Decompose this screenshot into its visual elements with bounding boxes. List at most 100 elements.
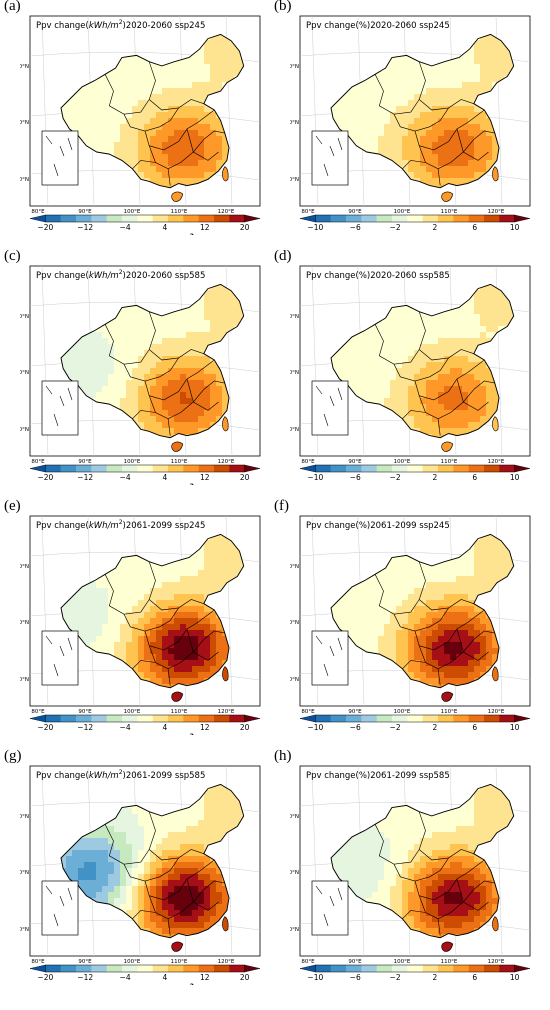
heat-cell bbox=[204, 422, 211, 429]
heat-cell bbox=[402, 148, 409, 155]
heat-cell bbox=[414, 70, 421, 77]
heat-cell bbox=[192, 52, 199, 59]
heat-cell bbox=[420, 118, 427, 125]
heat-cell bbox=[384, 82, 391, 89]
heat-cell bbox=[474, 70, 481, 77]
heat-cell bbox=[366, 362, 373, 369]
heat-cell bbox=[426, 392, 433, 399]
heat-cell bbox=[456, 82, 463, 89]
colorbar-segment bbox=[91, 215, 107, 222]
heat-cell bbox=[426, 106, 433, 113]
heat-cell bbox=[438, 386, 445, 393]
heat-cell bbox=[498, 52, 505, 59]
heat-cell bbox=[384, 112, 391, 119]
heat-cell bbox=[204, 374, 211, 381]
heat-cell bbox=[102, 398, 109, 405]
heat-cell bbox=[126, 70, 133, 77]
heat-cell bbox=[114, 118, 121, 125]
heat-cell bbox=[216, 40, 223, 47]
title-part: Ppv change(%)2020-2060 ssp245 bbox=[306, 21, 450, 31]
heat-cell bbox=[174, 380, 181, 387]
heat-cell bbox=[390, 326, 397, 333]
heat-cell bbox=[192, 380, 199, 387]
heat-cell bbox=[186, 386, 193, 393]
heat-cell bbox=[384, 392, 391, 399]
heat-cell bbox=[384, 136, 391, 143]
heat-cell bbox=[162, 88, 169, 95]
heat-cell bbox=[396, 392, 403, 399]
heat-cell bbox=[144, 374, 151, 381]
heat-cell bbox=[450, 320, 457, 327]
heat-cell bbox=[492, 386, 499, 393]
heat-cell bbox=[402, 154, 409, 161]
heat-cell bbox=[426, 94, 433, 101]
heat-cell bbox=[228, 290, 235, 297]
heat-cell bbox=[342, 100, 349, 107]
heat-cell bbox=[372, 326, 379, 333]
heat-cell bbox=[378, 356, 385, 363]
heat-cell bbox=[426, 154, 433, 161]
heat-cell bbox=[432, 184, 439, 188]
heat-cell bbox=[150, 136, 157, 143]
heat-cell bbox=[456, 178, 463, 185]
heat-cell bbox=[474, 368, 481, 375]
heat-cell bbox=[216, 64, 223, 71]
heat-cell bbox=[180, 88, 187, 95]
heat-cell bbox=[438, 118, 445, 125]
heat-cell bbox=[414, 148, 421, 155]
heat-cell bbox=[360, 88, 367, 95]
heat-cell bbox=[126, 368, 133, 375]
heat-cell bbox=[120, 64, 127, 71]
heat-cell bbox=[114, 326, 121, 333]
lon-tick-label: 80°E bbox=[31, 209, 45, 215]
heat-cell bbox=[354, 88, 361, 95]
heat-cell bbox=[462, 308, 469, 315]
heat-cell bbox=[72, 112, 79, 119]
lat-tick-label: 40°N bbox=[20, 64, 29, 70]
colorbar-segment bbox=[407, 215, 423, 222]
heat-cell bbox=[390, 332, 397, 339]
heat-cell bbox=[396, 76, 403, 83]
heat-cell bbox=[120, 362, 127, 369]
heat-cell bbox=[438, 142, 445, 149]
heat-cell bbox=[192, 302, 199, 309]
heat-cell bbox=[174, 124, 181, 131]
heat-cell bbox=[348, 112, 355, 119]
heat-cell bbox=[396, 154, 403, 161]
heat-cell bbox=[462, 326, 469, 333]
heat-cell bbox=[498, 46, 505, 53]
heat-cell bbox=[216, 124, 223, 131]
heat-cell bbox=[174, 70, 181, 77]
heat-cell bbox=[132, 94, 139, 101]
heat-cell bbox=[426, 148, 433, 155]
heat-cell bbox=[120, 148, 127, 155]
heat-cell bbox=[438, 130, 445, 137]
heat-cell bbox=[480, 118, 487, 125]
heat-cell bbox=[354, 392, 361, 399]
heat-cell bbox=[198, 124, 205, 131]
heat-cell bbox=[168, 314, 175, 321]
heat-cell bbox=[204, 410, 211, 417]
heat-cell bbox=[156, 428, 163, 435]
heat-cell bbox=[126, 398, 133, 405]
heat-cell bbox=[450, 326, 457, 333]
heat-cell bbox=[138, 332, 145, 339]
heat-cell bbox=[192, 374, 199, 381]
heat-cell bbox=[372, 350, 379, 357]
heat-cell bbox=[486, 320, 493, 327]
heat-cell bbox=[78, 94, 85, 101]
heat-cell bbox=[90, 356, 97, 363]
heat-cell bbox=[384, 374, 391, 381]
heat-cell bbox=[96, 112, 103, 119]
heat-cell bbox=[126, 404, 133, 411]
heat-cell bbox=[222, 136, 229, 143]
heat-cell bbox=[438, 124, 445, 131]
province-border bbox=[418, 139, 475, 170]
heat-cell bbox=[174, 350, 181, 357]
heat-cell bbox=[186, 332, 193, 339]
heat-cell bbox=[372, 356, 379, 363]
colorbar-segment bbox=[76, 465, 92, 472]
heat-cell bbox=[468, 160, 475, 167]
heat-cell bbox=[408, 392, 415, 399]
heat-cell bbox=[204, 296, 211, 303]
